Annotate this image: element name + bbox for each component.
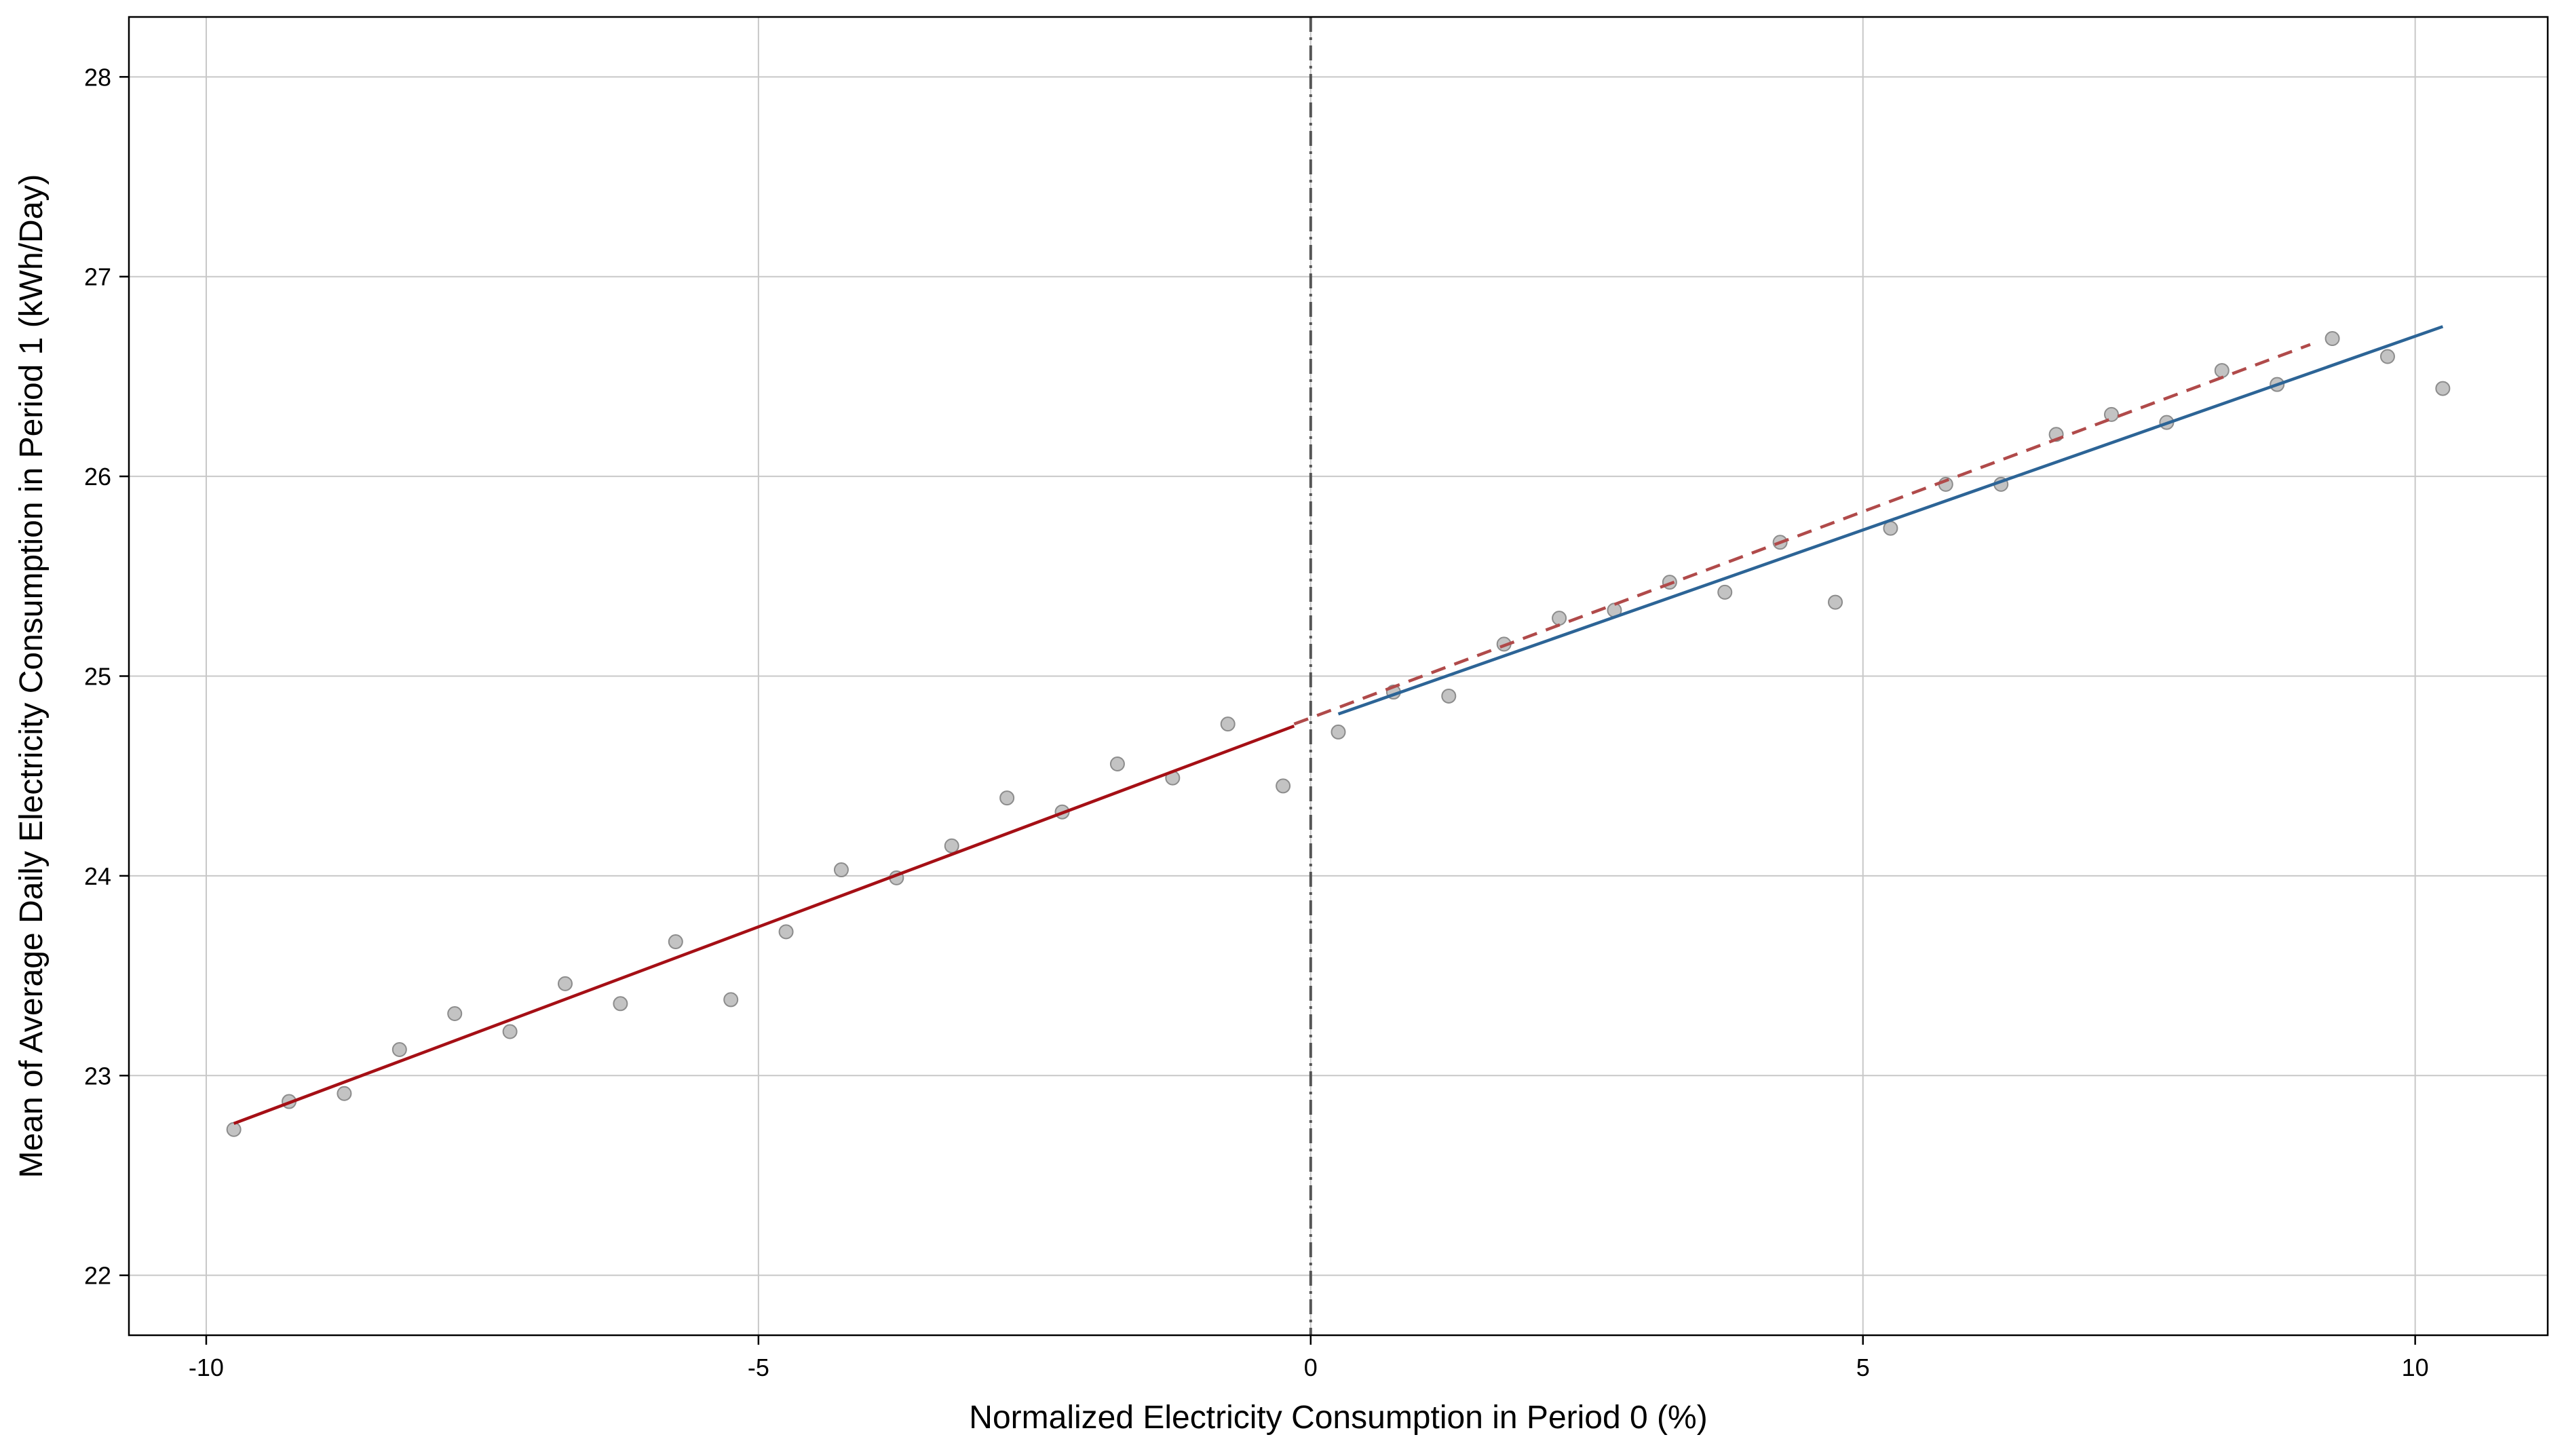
y-tick-label: 22 <box>84 1262 111 1290</box>
data-point <box>944 838 959 854</box>
fit-line-2 <box>1337 325 2444 716</box>
y-tick-label: 23 <box>84 1062 111 1090</box>
data-point <box>1441 688 1457 704</box>
data-point <box>558 976 573 991</box>
x-axis-label: Normalized Electricity Consumption in Pe… <box>969 1400 1707 1436</box>
fit-lines <box>233 325 2444 1126</box>
x-tick-label: 5 <box>1856 1354 1870 1381</box>
data-point <box>226 1122 242 1137</box>
data-point <box>668 934 683 950</box>
y-tick-label: 27 <box>84 263 111 291</box>
y-tick-label: 25 <box>84 663 111 691</box>
data-point <box>2214 363 2230 379</box>
fit-line-3 <box>1293 343 2311 726</box>
data-point <box>833 862 849 878</box>
data-point <box>337 1086 352 1101</box>
axis-ticks: -10 -5 0 5 10 22 23 24 25 26 27 28 <box>84 63 2429 1381</box>
y-tick-label: 24 <box>84 862 111 890</box>
x-tick-label: 10 <box>2402 1354 2429 1381</box>
scatter-points <box>226 330 2451 1137</box>
data-point <box>1552 611 1567 626</box>
data-point <box>723 992 739 1008</box>
data-point <box>1717 584 1733 600</box>
data-point <box>391 1042 407 1058</box>
data-point <box>1109 756 1125 772</box>
data-point <box>2324 330 2340 346</box>
grid-lines <box>129 17 2548 1335</box>
data-point <box>778 924 794 940</box>
data-point <box>999 790 1015 806</box>
y-tick-label: 28 <box>84 63 111 91</box>
fit-line-1 <box>233 724 1295 1126</box>
data-point <box>1220 716 1236 732</box>
data-point <box>1276 778 1291 794</box>
y-tick-label: 26 <box>84 463 111 491</box>
data-point <box>502 1024 518 1039</box>
data-point <box>2103 406 2119 422</box>
data-point <box>2435 381 2451 396</box>
data-point <box>447 1006 463 1022</box>
data-point <box>1828 594 1843 610</box>
x-tick-label: -5 <box>748 1354 769 1381</box>
x-tick-label: -10 <box>189 1354 224 1381</box>
y-axis-label: Mean of Average Daily Electricity Consum… <box>14 174 50 1179</box>
data-point <box>2379 349 2395 364</box>
data-point <box>1331 724 1346 740</box>
data-point <box>613 996 628 1012</box>
x-tick-label: 0 <box>1304 1354 1318 1381</box>
